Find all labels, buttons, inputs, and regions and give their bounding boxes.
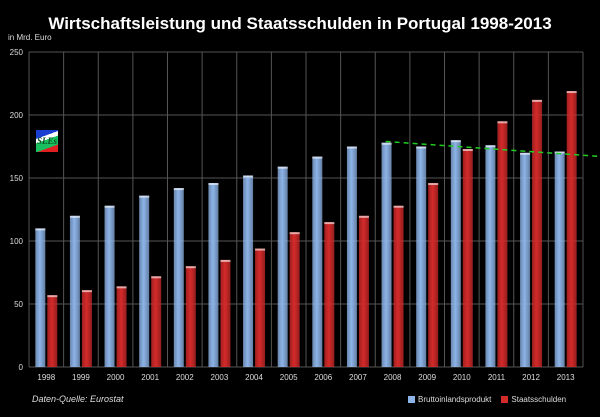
bar-cap <box>289 232 300 235</box>
y-tick-label: 0 <box>19 363 24 372</box>
bar-bip-2006 <box>312 156 323 367</box>
bar-bip-2002 <box>173 188 184 367</box>
x-tick-label: 1998 <box>37 373 55 382</box>
x-tick-label: 2013 <box>557 373 575 382</box>
bar-cap <box>358 215 369 218</box>
x-tick-label: 2000 <box>107 373 125 382</box>
bar-cap <box>497 121 508 124</box>
x-tick-label: 2002 <box>176 373 194 382</box>
bar-cap <box>532 99 543 102</box>
legend-item-schulden: Staatsschulden <box>501 395 566 404</box>
y-tick-label: 200 <box>10 111 24 120</box>
bar-staatsschulden-2008 <box>393 205 404 367</box>
bar-bip-2001 <box>139 195 150 367</box>
bar-cap <box>116 286 127 289</box>
bar-cap <box>173 188 184 191</box>
x-tick-label: 2007 <box>349 373 367 382</box>
bar-staatsschulden-2013 <box>566 91 577 367</box>
bar-bip-2009 <box>416 146 427 367</box>
bar-cap <box>35 228 46 231</box>
chart-title: Wirtschaftsleistung und Staatsschulden i… <box>48 14 552 33</box>
bar-staatsschulden-2009 <box>428 183 439 367</box>
data-source: Daten-Quelle: Eurostat <box>32 394 124 404</box>
bar-cap <box>255 248 266 251</box>
y-tick-label: 250 <box>10 48 24 57</box>
bar-bip-2010 <box>450 140 461 367</box>
bar-bip-2008 <box>381 142 392 367</box>
x-tick-label: 2010 <box>453 373 471 382</box>
y-tick-label: 50 <box>14 300 23 309</box>
bar-staatsschulden-2004 <box>255 248 266 367</box>
x-tick-label: 2004 <box>245 373 263 382</box>
bar-cap <box>428 183 439 186</box>
bar-bip-2011 <box>485 145 496 367</box>
y-axis-unit: in Mrd. Euro <box>8 33 52 42</box>
x-tick-label: 2011 <box>488 373 506 382</box>
x-tick-label: 2009 <box>418 373 436 382</box>
x-tick-label: 2005 <box>280 373 298 382</box>
bar-staatsschulden-2011 <box>497 121 508 367</box>
bar-bip-2012 <box>520 152 531 367</box>
bar-staatsschulden-1998 <box>47 295 58 367</box>
bar-cap <box>416 146 427 149</box>
bar-cap <box>151 276 162 279</box>
bar-cap <box>381 142 392 145</box>
bar-cap <box>277 166 288 169</box>
bar-cap <box>139 195 150 198</box>
bar-bip-1999 <box>69 215 80 367</box>
bar-cap <box>520 152 531 155</box>
y-tick-label: 150 <box>10 174 24 183</box>
bar-staatsschulden-2001 <box>151 276 162 367</box>
bar-cap <box>185 266 196 269</box>
bar-cap <box>243 175 254 178</box>
x-tick-label: 2001 <box>141 373 159 382</box>
bar-bip-2004 <box>243 175 254 367</box>
bar-cap <box>462 149 473 152</box>
legend-swatch <box>501 396 509 404</box>
bar-staatsschulden-2012 <box>532 99 543 367</box>
legend-label: Staatsschulden <box>511 395 567 404</box>
bar-bip-2003 <box>208 183 219 367</box>
bar-staatsschulden-1999 <box>81 290 92 367</box>
x-tick-label: 2006 <box>314 373 332 382</box>
bar-cap <box>220 259 231 262</box>
x-tick-label: 2003 <box>211 373 229 382</box>
bar-staatsschulden-2000 <box>116 286 127 367</box>
bar-cap <box>346 146 357 149</box>
bar-staatsschulden-2010 <box>462 149 473 367</box>
bar-staatsschulden-2006 <box>324 222 335 367</box>
bar-cap <box>69 215 80 218</box>
bar-staatsschulden-2007 <box>358 215 369 367</box>
bar-cap <box>208 183 219 186</box>
x-tick-label: 2012 <box>522 373 540 382</box>
y-tick-label: 100 <box>10 237 24 246</box>
bar-cap <box>485 145 496 148</box>
x-tick-label: 1999 <box>72 373 90 382</box>
bar-cap <box>450 140 461 143</box>
bar-cap <box>324 222 335 225</box>
bar-bip-2007 <box>346 146 357 367</box>
bar-bip-2000 <box>104 205 115 367</box>
bar-staatsschulden-2005 <box>289 232 300 367</box>
legend-swatch <box>408 396 415 404</box>
x-tick-label: 2008 <box>384 373 402 382</box>
bar-cap <box>104 205 115 208</box>
legend: Bruttoinlandsprodukt Staatsschulden <box>408 395 566 404</box>
bar-cap <box>312 156 323 159</box>
bar-cap <box>47 295 58 298</box>
bar-staatsschulden-2002 <box>185 266 196 367</box>
legend-item-bip: Bruttoinlandsprodukt <box>408 395 491 404</box>
bar-cap <box>566 91 577 94</box>
bar-bip-2005 <box>277 166 288 367</box>
bar-cap <box>81 290 92 293</box>
sles-logo: SLEs <box>36 130 58 152</box>
bar-cap <box>554 151 565 154</box>
legend-label: Bruttoinlandsprodukt <box>418 395 492 404</box>
bar-staatsschulden-2003 <box>220 259 231 367</box>
bar-bip-1998 <box>35 228 46 367</box>
bar-cap <box>393 205 404 208</box>
bar-bip-2013 <box>554 151 565 367</box>
